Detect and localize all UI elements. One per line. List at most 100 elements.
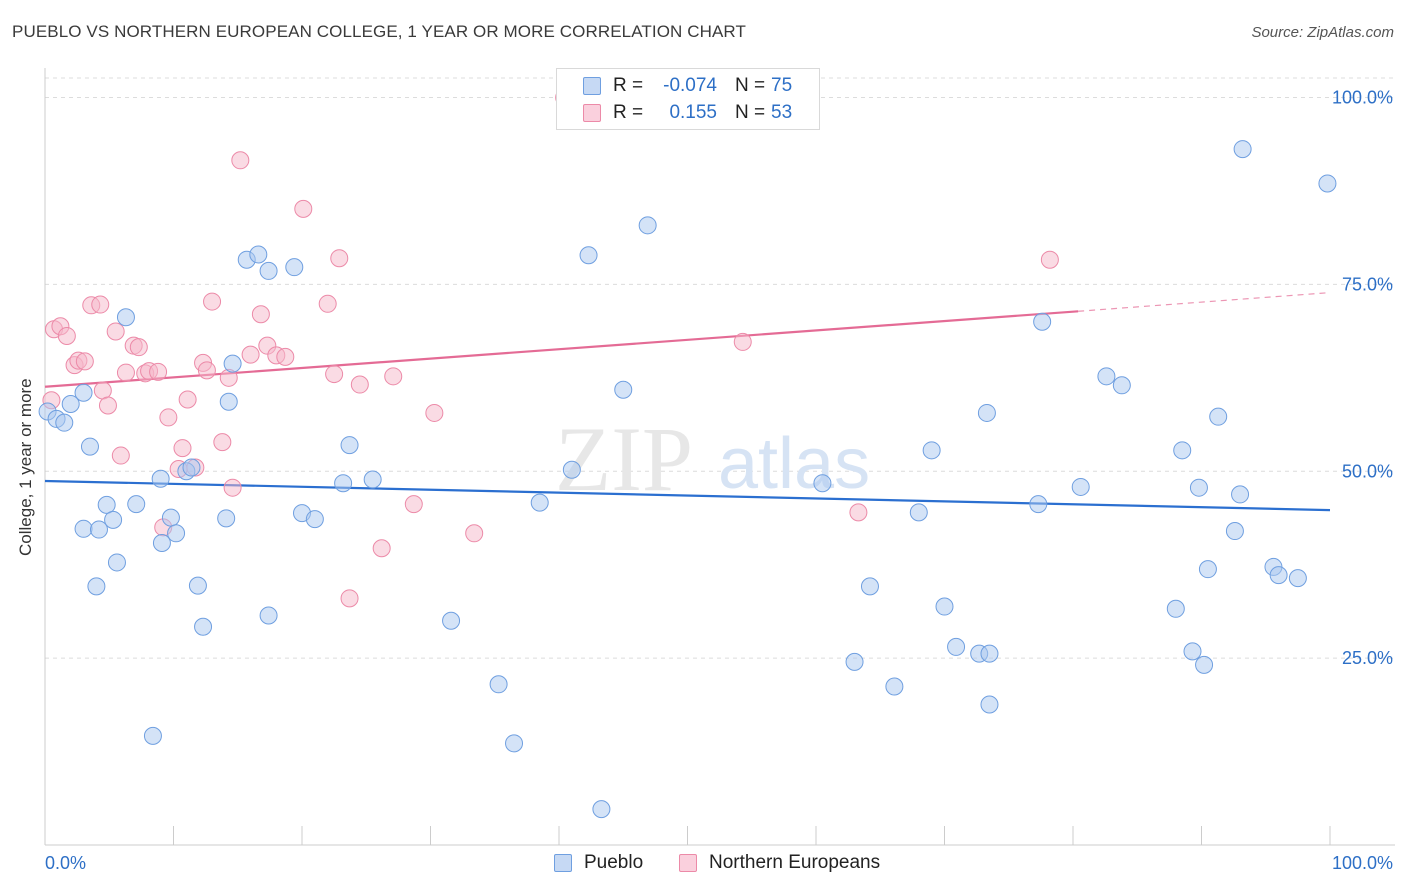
tick-labels: 25.0% 50.0% 75.0% 100.0% 0.0% 100.0% bbox=[45, 88, 1393, 874]
legend-n-value: 75 bbox=[771, 75, 793, 96]
point-pueblo bbox=[530, 493, 549, 512]
point-northern-europeans bbox=[251, 305, 270, 324]
legend-r-value: -0.074 bbox=[663, 75, 717, 96]
point-pueblo bbox=[152, 534, 171, 553]
trend-northern-europeans-dashed bbox=[1078, 291, 1331, 312]
pueblo-swatch bbox=[554, 854, 572, 872]
point-pueblo bbox=[259, 606, 278, 625]
point-pueblo bbox=[104, 510, 123, 529]
point-northern-europeans bbox=[116, 363, 135, 382]
x-tick-label-min: 0.0% bbox=[45, 853, 86, 873]
point-pueblo bbox=[97, 495, 116, 514]
point-pueblo bbox=[592, 800, 611, 819]
y-tick-label: 75.0% bbox=[1342, 274, 1393, 294]
trend-line-northern-europeans bbox=[44, 291, 1331, 388]
point-northern-europeans bbox=[350, 375, 369, 394]
point-northern-europeans bbox=[178, 390, 197, 409]
point-northern-europeans bbox=[465, 524, 484, 543]
point-pueblo bbox=[363, 470, 382, 489]
axes bbox=[44, 68, 1395, 846]
point-pueblo bbox=[74, 383, 93, 402]
point-northern-europeans bbox=[294, 199, 313, 218]
y-axis-label: College, 1 year or more bbox=[16, 378, 35, 556]
point-pueblo bbox=[1166, 599, 1185, 618]
point-pueblo bbox=[161, 508, 180, 527]
point-pueblo bbox=[1269, 566, 1288, 585]
watermark: ZIP atlas bbox=[555, 408, 870, 510]
point-pueblo bbox=[74, 519, 93, 538]
point-pueblo bbox=[1198, 560, 1217, 579]
point-northern-europeans bbox=[318, 294, 337, 313]
watermark-atlas: atlas bbox=[718, 424, 870, 504]
point-pueblo bbox=[285, 258, 304, 277]
point-pueblo bbox=[489, 675, 508, 694]
point-pueblo bbox=[813, 474, 832, 493]
legend-n-label: N = bbox=[735, 75, 766, 96]
point-northern-europeans bbox=[231, 151, 250, 170]
point-pueblo bbox=[151, 469, 170, 488]
point-pueblo bbox=[1071, 477, 1090, 496]
point-pueblo bbox=[340, 436, 359, 455]
legend-n-value: 53 bbox=[771, 102, 793, 123]
pueblo-swatch bbox=[583, 77, 601, 95]
points-northern-europeans bbox=[42, 88, 1059, 608]
point-northern-europeans bbox=[733, 332, 752, 351]
point-northern-europeans bbox=[203, 292, 222, 311]
point-pueblo bbox=[87, 577, 106, 596]
point-northern-europeans bbox=[330, 249, 349, 268]
point-northern-europeans bbox=[159, 408, 178, 427]
point-pueblo bbox=[579, 246, 598, 265]
point-pueblo bbox=[217, 509, 236, 528]
point-pueblo bbox=[167, 524, 186, 543]
point-pueblo bbox=[194, 617, 213, 636]
point-northern-europeans bbox=[129, 338, 148, 357]
point-pueblo bbox=[143, 726, 162, 745]
point-pueblo bbox=[61, 394, 80, 413]
point-northern-europeans bbox=[173, 439, 192, 458]
point-pueblo bbox=[562, 460, 581, 479]
point-pueblo bbox=[188, 576, 207, 595]
point-pueblo bbox=[80, 437, 99, 456]
northern-europeans-swatch bbox=[679, 854, 697, 872]
point-pueblo bbox=[55, 413, 74, 432]
point-northern-europeans bbox=[213, 433, 232, 452]
point-northern-europeans bbox=[404, 495, 423, 514]
point-pueblo bbox=[249, 245, 268, 264]
point-pueblo bbox=[107, 553, 126, 572]
point-pueblo bbox=[860, 577, 879, 596]
point-pueblo bbox=[259, 261, 278, 280]
legend-r-label: R = bbox=[613, 75, 644, 96]
point-pueblo bbox=[845, 652, 864, 671]
point-pueblo bbox=[947, 637, 966, 656]
x-tick-label-max: 100.0% bbox=[1332, 853, 1393, 873]
source-label: Source: ZipAtlas.com bbox=[1251, 24, 1394, 41]
point-pueblo bbox=[1318, 174, 1337, 193]
trend-pueblo-solid bbox=[44, 479, 1331, 512]
point-northern-europeans bbox=[75, 352, 94, 371]
point-northern-europeans bbox=[276, 347, 295, 366]
point-pueblo bbox=[922, 441, 941, 460]
y-tick-label: 100.0% bbox=[1332, 88, 1393, 108]
y-tick-label: 25.0% bbox=[1342, 648, 1393, 668]
point-northern-europeans bbox=[372, 539, 391, 558]
point-northern-europeans bbox=[57, 326, 76, 345]
point-northern-europeans bbox=[384, 367, 403, 386]
y-tick-label: 50.0% bbox=[1342, 461, 1393, 481]
point-pueblo bbox=[1033, 312, 1052, 331]
point-pueblo bbox=[219, 392, 238, 411]
point-northern-europeans bbox=[93, 381, 112, 400]
point-northern-europeans bbox=[91, 295, 110, 314]
point-pueblo bbox=[1029, 495, 1048, 514]
point-northern-europeans bbox=[98, 396, 117, 415]
point-pueblo bbox=[334, 474, 353, 493]
point-pueblo bbox=[1112, 376, 1131, 395]
legend-n-label: N = bbox=[735, 102, 766, 123]
point-northern-europeans bbox=[1040, 250, 1059, 269]
point-pueblo bbox=[1189, 478, 1208, 497]
point-pueblo bbox=[182, 458, 201, 477]
trend-line-pueblo bbox=[44, 479, 1331, 512]
point-northern-europeans bbox=[849, 503, 868, 522]
point-pueblo bbox=[127, 495, 146, 514]
point-northern-europeans bbox=[340, 589, 359, 608]
